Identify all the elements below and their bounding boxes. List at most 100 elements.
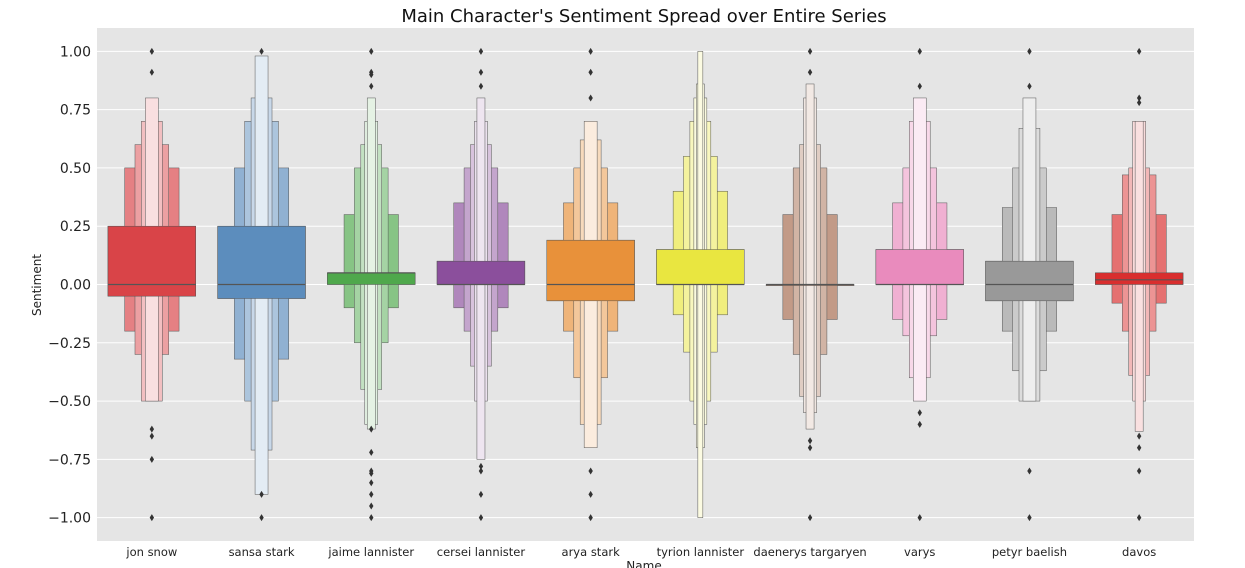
- boxen-core: [875, 249, 964, 285]
- y-tick-label: −0.50: [48, 394, 91, 410]
- outlier-point: [917, 47, 922, 55]
- outlier-point: [1136, 432, 1142, 440]
- boxen-level: [366, 97, 376, 430]
- boxen-core: [656, 249, 745, 285]
- outlier-point: [1027, 82, 1032, 90]
- y-tick-label: −0.25: [48, 336, 91, 352]
- outlier-point: [1027, 467, 1032, 475]
- x-tick-label: tyrion lannister: [657, 545, 745, 559]
- outlier-point: [369, 469, 374, 477]
- outlier-point: [369, 47, 374, 55]
- outlier-point: [1136, 444, 1142, 452]
- y-tick-label: 0.25: [60, 219, 91, 235]
- outlier-point: [478, 462, 484, 470]
- boxen-group: [656, 51, 745, 518]
- x-tick-label: petyr baelish: [992, 545, 1067, 559]
- boxen-core: [217, 225, 306, 299]
- x-tick-label: cersei lannister: [437, 545, 526, 559]
- outlier-point: [588, 68, 593, 76]
- outlier-point: [478, 82, 484, 90]
- outlier-point: [807, 437, 813, 445]
- x-tick-label: varys: [904, 545, 935, 559]
- outlier-point: [369, 490, 374, 498]
- outlier-point: [807, 47, 813, 55]
- outlier-point: [369, 425, 374, 433]
- boxen-level: [805, 83, 815, 430]
- outlier-point: [478, 514, 484, 522]
- outlier-point: [807, 68, 813, 76]
- y-tick-labels: 1.00 0.75 0.50 0.25 0.00 −0.25 −0.50 −0.75 −1.00: [48, 44, 91, 526]
- outlier-point: [149, 68, 155, 76]
- y-tick-label: 1.00: [60, 44, 91, 60]
- outlier-point: [149, 514, 155, 522]
- outlier-point: [917, 420, 922, 428]
- outlier-point: [807, 444, 813, 452]
- outlier-point: [149, 455, 155, 463]
- boxen-group: [875, 47, 964, 522]
- boxen-group: [985, 47, 1074, 522]
- outlier-point: [369, 502, 374, 510]
- y-axis-label: Sentiment: [30, 254, 44, 316]
- outlier-point: [478, 68, 484, 76]
- outlier-point: [259, 490, 264, 498]
- outlier-point: [807, 514, 813, 522]
- boxen-core: [1095, 272, 1184, 285]
- outlier-point: [259, 47, 264, 55]
- boxen-group: [765, 47, 855, 522]
- boxen-group: [217, 47, 306, 522]
- boxen-core: [546, 239, 635, 302]
- outlier-point: [369, 514, 374, 522]
- outlier-point: [1027, 47, 1032, 55]
- boxen-group: [1095, 47, 1184, 522]
- x-tick-label: sansa stark: [229, 545, 295, 559]
- outlier-point: [588, 514, 593, 522]
- y-tick-label: 0.00: [60, 278, 91, 294]
- y-tick-label: 0.50: [60, 161, 91, 177]
- outlier-point: [369, 448, 374, 456]
- x-tick-label: jon snow: [125, 545, 177, 559]
- outlier-point: [588, 490, 593, 498]
- outlier-point: [259, 514, 264, 522]
- outlier-point: [917, 409, 922, 417]
- outlier-point: [478, 47, 484, 55]
- boxen-core: [327, 272, 416, 285]
- x-tick-labels: jon snow sansa stark jaime lannister cersei…: [125, 545, 1156, 559]
- boxen-group: [327, 47, 416, 522]
- x-axis-label: Name: [626, 559, 661, 568]
- boxen-level: [1022, 97, 1037, 402]
- outlier-point: [478, 490, 484, 498]
- y-tick-label: 0.75: [60, 103, 91, 119]
- boxen-layer: [107, 47, 1184, 522]
- outlier-point: [1136, 99, 1142, 107]
- boxen-core: [107, 225, 196, 297]
- x-tick-label: jaime lannister: [327, 545, 414, 559]
- outlier-point: [478, 467, 484, 475]
- boxen-core: [985, 260, 1074, 302]
- y-tick-label: −0.75: [48, 452, 91, 468]
- outlier-point: [1136, 47, 1142, 55]
- boxen-group: [546, 47, 635, 522]
- outlier-point: [149, 425, 155, 433]
- boxen-core: [436, 260, 526, 285]
- outlier-point: [917, 82, 922, 90]
- chart-title: Main Character's Sentiment Spread over E…: [401, 6, 886, 27]
- outlier-point: [149, 47, 155, 55]
- outlier-point: [149, 432, 155, 440]
- outlier-point: [917, 514, 922, 522]
- outlier-point: [1136, 514, 1142, 522]
- outlier-point: [588, 47, 593, 55]
- x-tick-label: daenerys targaryen: [753, 545, 866, 559]
- outlier-point: [1027, 514, 1032, 522]
- outlier-point: [588, 94, 593, 102]
- outlier-point: [369, 71, 374, 79]
- outlier-point: [369, 479, 374, 487]
- boxen-group: [107, 47, 196, 522]
- boxen-group: [436, 47, 526, 522]
- outlier-point: [588, 467, 593, 475]
- outlier-point: [369, 82, 374, 90]
- outlier-point: [1136, 94, 1142, 102]
- outlier-point: [1136, 467, 1142, 475]
- x-tick-label: arya stark: [562, 545, 621, 559]
- y-tick-label: −1.00: [48, 511, 91, 527]
